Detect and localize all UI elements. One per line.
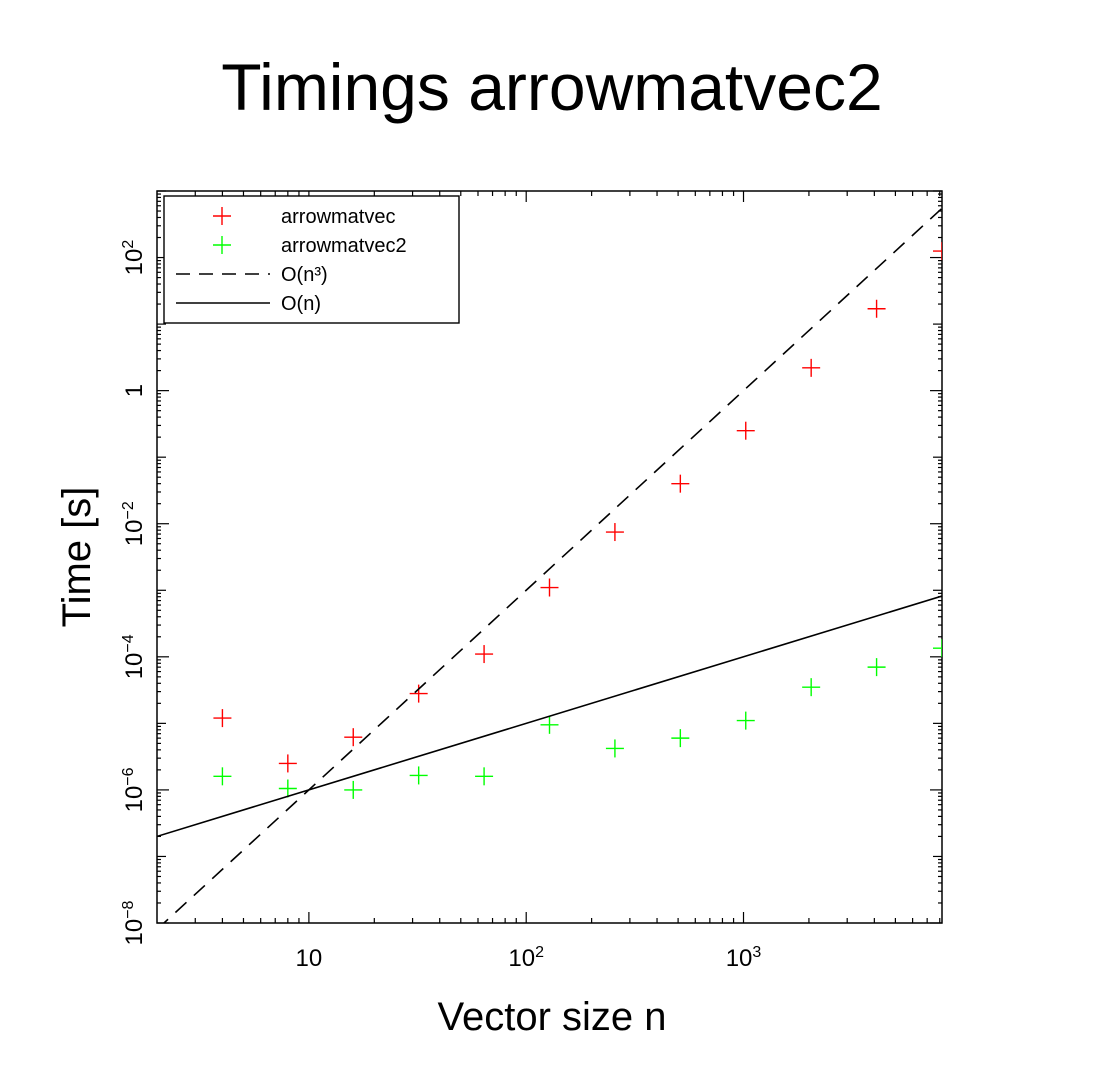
data-point (671, 729, 690, 748)
legend-box (163, 195, 460, 324)
legend-entry: arrowmatvec (213, 206, 395, 228)
data-point (802, 678, 821, 697)
series-line-3 (157, 595, 942, 838)
data-point (213, 709, 232, 728)
data-point (344, 728, 363, 747)
x-tick-label: 10 (296, 945, 323, 972)
plot-area: 10 102 103 10−8 10−6 10−4 10−2 1 102 (120, 190, 943, 972)
series-line-2 (162, 207, 942, 923)
x-axis-label: Vector size n (437, 995, 666, 1039)
series-layer (157, 207, 942, 923)
x-tick-label: 103 (726, 944, 762, 972)
data-point (344, 780, 363, 799)
chart-title: Timings arrowmatvec2 (221, 50, 882, 124)
x-tick-label: 102 (508, 944, 544, 972)
data-point (409, 766, 428, 785)
data-point (933, 242, 942, 261)
data-point (475, 645, 494, 664)
data-point (933, 639, 942, 658)
data-point (278, 754, 297, 773)
data-point (409, 684, 428, 703)
y-tick-label: 10−2 (120, 501, 148, 546)
legend-entry: arrowmatvec2 (213, 235, 407, 257)
data-point (540, 715, 559, 734)
data-point (867, 658, 886, 677)
legend-label: arrowmatvec2 (281, 235, 407, 257)
y-tick-label: 10−8 (120, 900, 148, 945)
y-tick-label: 10−4 (120, 634, 148, 679)
legend: arrowmatvec arrowmatvec2 O(n³) O(n) (163, 195, 460, 324)
y-tick-label: 102 (120, 240, 148, 276)
legend-label: arrowmatvec (281, 206, 395, 228)
y-tick-label: 1 (121, 384, 148, 397)
data-point (605, 523, 624, 542)
legend-entry: O(n) (176, 293, 321, 315)
data-point (475, 767, 494, 786)
data-point (671, 474, 690, 493)
legend-label: O(n) (281, 293, 321, 315)
y-axis-label: Time [s] (55, 487, 99, 628)
series-points-1 (213, 639, 942, 799)
data-point (736, 421, 755, 440)
data-point (213, 767, 232, 786)
legend-entry: O(n³) (176, 264, 328, 286)
y-tick-label: 10−6 (120, 767, 148, 812)
data-point (802, 358, 821, 377)
data-point (278, 779, 297, 798)
data-point (736, 711, 755, 730)
data-point (540, 578, 559, 597)
data-point (867, 299, 886, 318)
data-point (605, 739, 624, 758)
plot-frame (156, 190, 943, 924)
series-points-0 (213, 242, 942, 773)
legend-label: O(n³) (281, 264, 328, 286)
axis-ticks (157, 190, 942, 924)
